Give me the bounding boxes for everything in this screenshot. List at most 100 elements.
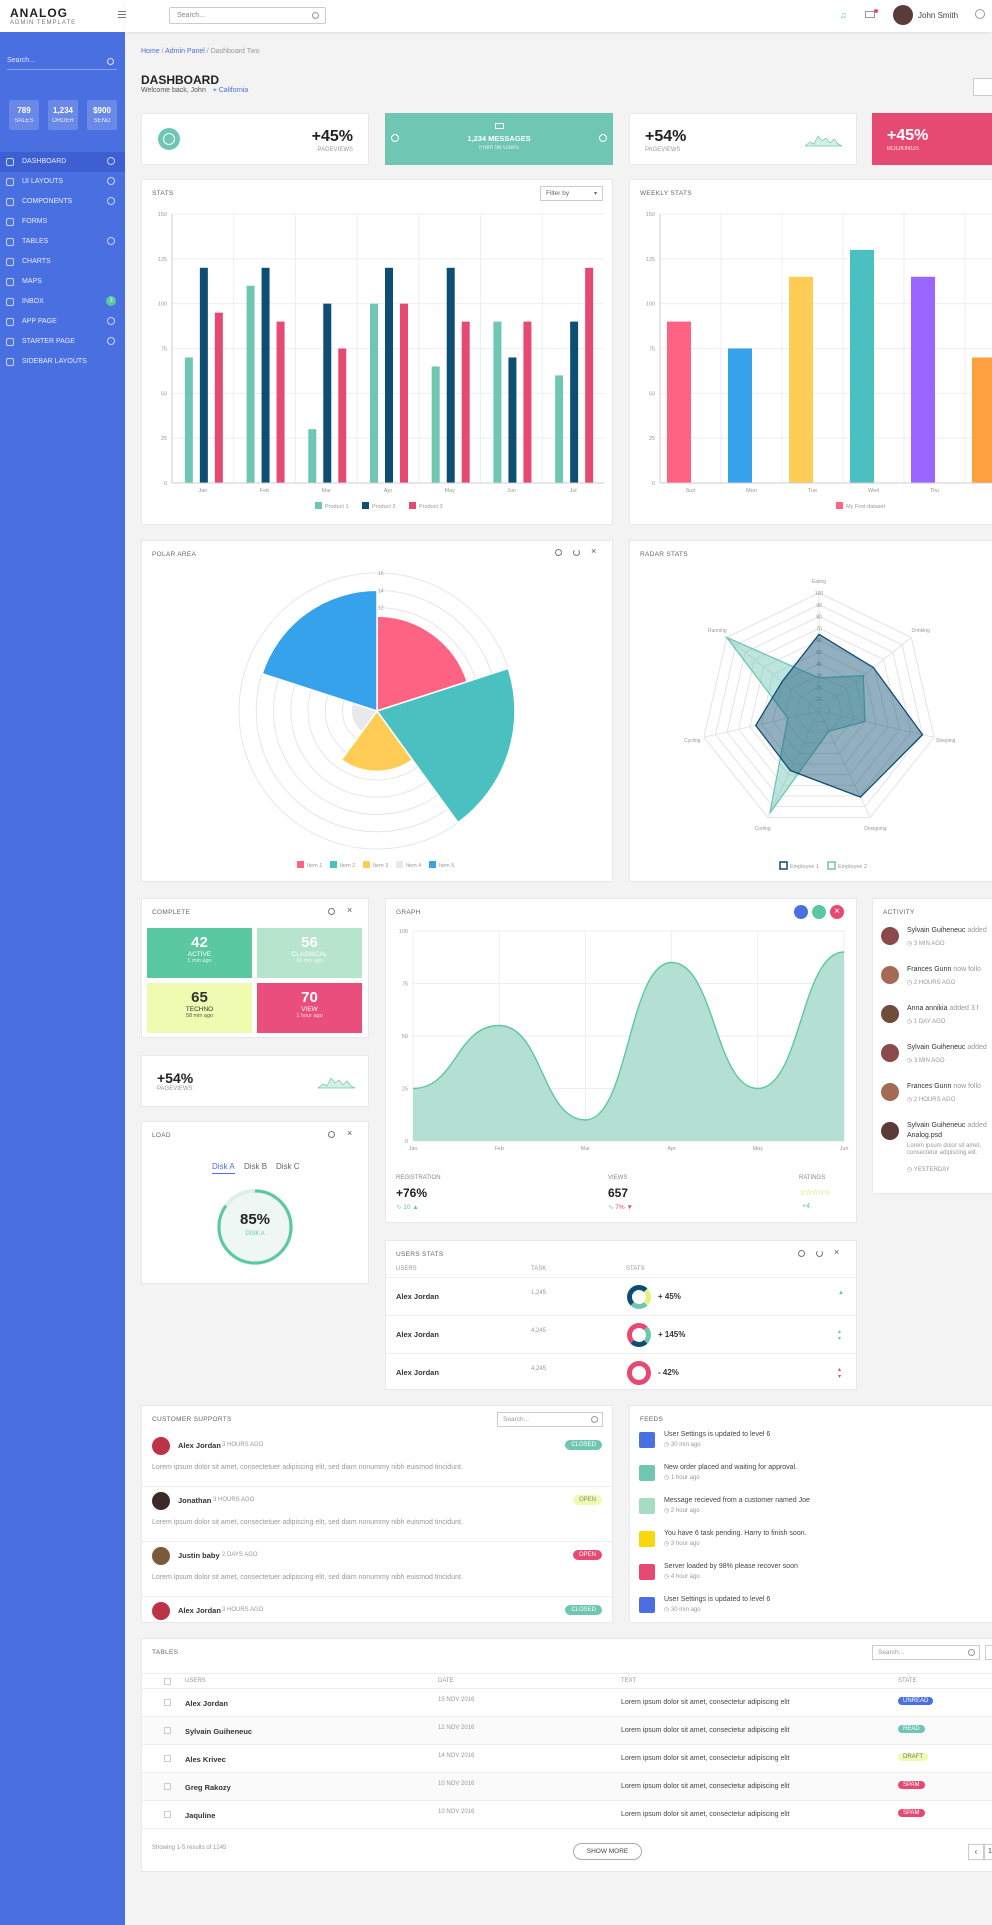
table-row[interactable]: Greg Rakozy 10 NOV 2016 Lorem ipsum dolo… [142,1773,992,1801]
refresh-icon[interactable] [812,905,826,919]
breadcrumb-home[interactable]: Home [141,48,160,55]
row-checkbox[interactable] [164,1755,171,1762]
reg-delta: ∿ 10 ▲ [396,1204,419,1211]
gear-icon[interactable] [328,908,335,915]
menu-icon[interactable] [118,11,126,18]
sidebar-item-app-page[interactable]: APP PAGE [0,312,125,332]
bell-icon[interactable]: ♫ [840,10,847,20]
table-row[interactable]: Ales Krivec 14 NOV 2016 Lorem ipsum dolo… [142,1745,992,1773]
feed-time-text: 2 hour ago [670,1508,700,1514]
close-icon[interactable]: × [830,905,844,919]
refresh-icon[interactable] [573,549,580,556]
kpi-messages[interactable]: 1,234 MESSAGES From 56 Users [385,113,613,165]
activity-item[interactable]: Sylvain Guiheneuc added ◷ 3 MIN AGO [881,1044,992,1080]
next-arrow-icon[interactable] [599,134,607,142]
sidebar-item-tables[interactable]: TABLES [0,232,125,252]
complete-tile[interactable]: 70 VIEW 1 hour ago [257,983,362,1033]
mail-icon[interactable] [865,11,875,18]
sidebar-item-ui-layouts[interactable]: UI LAYOUTS [0,172,125,192]
select-all-checkbox[interactable] [164,1678,171,1685]
settings-icon[interactable] [975,9,985,19]
feed-item[interactable]: User Settings is updated to level 6 ◷ 30… [639,1430,989,1460]
sidebar-item-components[interactable]: COMPONENTS [0,192,125,212]
table-row[interactable]: Alex Jordan 15 NOV 2016 Lorem ipsum dolo… [142,1689,992,1717]
sidebar-item-inbox[interactable]: INBOX 3 [0,292,125,312]
reg-value: +76% [396,1186,428,1200]
close-icon[interactable]: × [834,1247,840,1257]
clock-icon [158,128,180,150]
avatar[interactable] [893,5,913,25]
support-search[interactable]: Search... [497,1412,603,1427]
activity-item[interactable]: Frances Gunn now follo ◷ 2 HOURS AGO [881,1083,992,1119]
sidebar-item-sidebar-layouts[interactable]: SIDEBAR LAYOUTS [0,352,125,372]
sidebar-item-forms[interactable]: FORMS [0,212,125,232]
activity-time: ◷ 2 HOURS AGO [907,1097,956,1103]
close-icon[interactable]: × [347,905,353,915]
complete-tile[interactable]: 42 ACTIVE 1 min ago [147,928,252,978]
gear-icon[interactable] [555,549,562,556]
gear-icon[interactable] [328,1131,335,1138]
support-item[interactable]: Justin baby 2 DAYS AGO OPEN Lorem ipsum … [142,1543,612,1597]
legend-swatch [409,502,416,509]
row-checkbox[interactable] [164,1783,171,1790]
table-row[interactable]: Sylvain Guiheneuc 12 NOV 2016 Lorem ipsu… [142,1717,992,1745]
breadcrumb-current: Dashboard Two [210,48,260,55]
activity-time: ◷ 1 DAY AGO [907,1019,946,1025]
page-button[interactable]: 1 [984,1844,992,1860]
close-icon[interactable]: × [347,1128,353,1138]
tables-extra-button[interactable] [985,1645,992,1660]
complete-tile[interactable]: 65 TECHNO 58 min ago [147,983,252,1033]
row-checkbox[interactable] [164,1699,171,1706]
feed-item[interactable]: You have 6 task pending. Harry to finish… [639,1529,989,1559]
kpi-value: +45% [887,127,929,144]
prev-arrow-icon[interactable] [391,134,399,142]
user-stat-value: + 45% [658,1292,681,1301]
x-tick-label: Mar [581,1146,591,1152]
sidebar-item-dashboard[interactable]: DASHBOARD [0,152,125,172]
activity-item[interactable]: Sylvain Guiheneuc added ◷ 3 MIN AGO [881,927,992,963]
activity-item[interactable]: Anna annikia added 3 f ◷ 1 DAY AGO [881,1005,992,1041]
sidebar-item-maps[interactable]: MAPS [0,272,125,292]
table-row[interactable]: Alex Jordan 4,245 + 145% ▴ ▾ [386,1315,856,1353]
breadcrumb-panel[interactable]: Admin Panel [165,48,205,55]
filter-select[interactable]: Filter by ▾ [540,186,603,201]
sidebar-item-label: UI LAYOUTS [22,178,64,185]
support-item[interactable]: Alex Jordan 3 HOURS AGO CLOSED [142,1598,612,1652]
tile-label: VIEW [301,1006,318,1013]
feed-item[interactable]: New order placed and waiting for approva… [639,1463,989,1493]
calendar-button[interactable] [973,78,992,96]
activity-item[interactable]: Frances Gunn now follo ◷ 2 HOURS AGO [881,966,992,1002]
tab-disk-b[interactable]: Disk B [244,1162,268,1171]
sidebar-search[interactable]: Search... [7,54,117,70]
row-checkbox[interactable] [164,1727,171,1734]
tab-disk-c[interactable]: Disk C [276,1162,300,1171]
gear-icon[interactable] [798,1250,805,1257]
sidebar-item-charts[interactable]: CHARTS [0,252,125,272]
tables-search[interactable]: Search... [872,1645,980,1660]
show-more-button[interactable]: SHOW MORE [573,1843,642,1860]
header-search[interactable]: Search... [169,7,326,24]
sidebar-item-starter-page[interactable]: STARTER PAGE [0,332,125,352]
prev-page-button[interactable]: ‹ [968,1844,984,1860]
complete-tile[interactable]: 56 CLASSICAL 30 min ago [257,928,362,978]
activity-item[interactable]: Sylvain Guiheneuc added Analog.psd Lorem … [881,1122,992,1173]
user-name[interactable]: John Smith [918,11,959,20]
activity-text: added [967,927,987,934]
row-text: Lorem ipsum dolor sit amet, consectetur … [621,1727,790,1734]
row-checkbox[interactable] [164,1811,171,1818]
support-item[interactable]: Jonathan 3 HOURS AGO OPEN Lorem ipsum do… [142,1488,612,1542]
table-row[interactable]: Alex Jordan 4,245 - 42% ▴ ▾ [386,1353,856,1391]
location-text[interactable]: California [218,87,249,94]
table-row[interactable]: Jaquline 10 NOV 2016 Lorem ipsum dolor s… [142,1801,992,1829]
refresh-icon[interactable] [816,1250,823,1257]
feed-item[interactable]: User Settings is updated to level 6 ◷ 30… [639,1595,989,1625]
close-icon[interactable]: × [591,546,597,556]
settings-icon[interactable] [794,905,808,919]
col-stats: STATS [626,1266,645,1272]
r-tick-label: 100 [815,591,824,597]
support-item[interactable]: Alex Jordan 3 HOURS AGO CLOSED Lorem ips… [142,1433,612,1487]
feed-item[interactable]: Message recieved from a customer named J… [639,1496,989,1526]
tab-disk-a[interactable]: Disk A [212,1162,235,1174]
feed-item[interactable]: Server loaded by 98% please recover soon… [639,1562,989,1592]
table-row[interactable]: Alex Jordan 1,245 + 45% ▲ [386,1277,856,1315]
